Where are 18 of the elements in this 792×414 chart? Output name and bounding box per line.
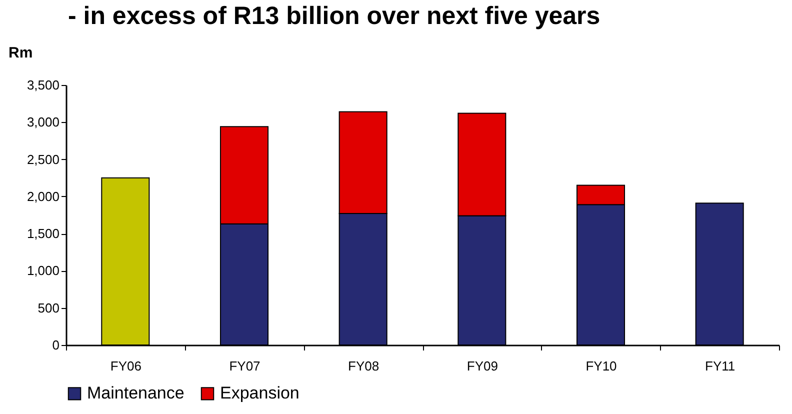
x-tick-label: FY09 [466, 358, 498, 374]
legend-label: Expansion [220, 384, 300, 403]
x-tick-label: FY11 [705, 358, 736, 374]
x-tick-label: FY06 [110, 358, 142, 374]
y-tick-label: 3,000 [26, 114, 60, 130]
y-tick-label: 0 [52, 338, 60, 352]
y-tick-label: 1,000 [26, 263, 60, 278]
y-tick-label: 2,500 [26, 152, 60, 167]
y-tick-label: 500 [38, 300, 60, 316]
x-tick-label: FY08 [348, 358, 380, 374]
y-tick-label: 3,500 [26, 78, 60, 92]
y-axis-title: Rm [8, 44, 33, 62]
legend-label: Maintenance [87, 384, 184, 403]
chart-title: - in excess of R13 billion over next five years [68, 2, 600, 30]
y-tick-label: 2,000 [26, 188, 60, 204]
y-tick-label: 1,500 [26, 226, 60, 242]
x-tick-label: FY07 [229, 358, 260, 374]
x-tick-label: FY10 [586, 358, 617, 374]
